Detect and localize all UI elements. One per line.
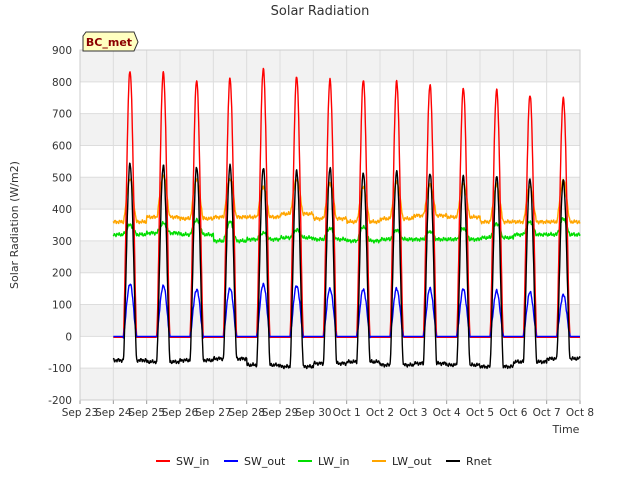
- x-tick-label: Sep 23: [62, 407, 99, 419]
- band: [80, 113, 580, 146]
- background-bands: [80, 50, 580, 400]
- x-tick-label: Oct 1: [333, 407, 361, 419]
- x-tick-label: Oct 3: [399, 407, 427, 419]
- y-axis-label: Solar Radiation (W/m2): [8, 161, 21, 289]
- y-tick-label: 300: [52, 236, 72, 248]
- series-line-lw-in: [112, 216, 581, 244]
- station-badge: BC_met: [82, 31, 139, 52]
- x-tick-label: Oct 2: [366, 407, 394, 419]
- y-tick-labels: -200 -100 0 100 200 300 400 500 600 700 800 900: [48, 45, 72, 407]
- legend-label: SW_in: [176, 455, 209, 468]
- band: [80, 50, 580, 82]
- y-tick-label: 0: [65, 331, 72, 343]
- x-tick-label: Sep 25: [128, 407, 165, 419]
- series-line-sw-in: [112, 67, 581, 339]
- y-tick-label: 200: [52, 268, 72, 280]
- x-tick-label: Sep 27: [195, 407, 232, 419]
- y-tick-label: 900: [52, 45, 72, 57]
- series-line-rnet: [112, 162, 581, 370]
- x-tick-label: Sep 28: [228, 407, 265, 419]
- series-layer: [112, 67, 581, 370]
- badge-shape: [82, 31, 139, 52]
- band: [80, 240, 580, 273]
- x-tick-label: Sep 29: [262, 407, 299, 419]
- legend: SW_in SW_out LW_in LW_out Rnet: [156, 455, 492, 468]
- y-tick-label: -200: [48, 395, 72, 407]
- y-tick-label: -100: [48, 363, 72, 375]
- x-tick-label: Oct 4: [433, 407, 461, 419]
- x-tick-label: Oct 6: [499, 407, 527, 419]
- band: [80, 304, 580, 337]
- y-tick-label: 800: [52, 77, 72, 89]
- y-tick-label: 600: [52, 140, 72, 152]
- x-tick-label: Oct 5: [466, 407, 494, 419]
- x-tick-label: Sep 30: [295, 407, 332, 419]
- badge-label: BC_met: [86, 36, 132, 49]
- x-tick-label: Oct 7: [533, 407, 561, 419]
- legend-label: SW_out: [244, 455, 286, 468]
- legend-label: Rnet: [466, 455, 492, 468]
- x-axis-label: Time: [552, 423, 580, 436]
- y-tick-label: 100: [52, 300, 72, 312]
- plot-area-frame: [79, 49, 581, 401]
- x-tick-label: Sep 24: [95, 407, 132, 419]
- band: [80, 368, 580, 400]
- legend-label: LW_in: [318, 455, 350, 468]
- x-tick-label: Sep 26: [162, 407, 199, 419]
- x-tick-label: Oct 8: [566, 407, 594, 419]
- legend-label: LW_out: [392, 455, 432, 468]
- y-tick-label: 400: [52, 204, 72, 216]
- y-tick-label: 500: [52, 172, 72, 184]
- y-tick-label: 700: [52, 109, 72, 121]
- series-line-lw-out: [112, 174, 581, 225]
- chart-title: Solar Radiation: [271, 4, 370, 19]
